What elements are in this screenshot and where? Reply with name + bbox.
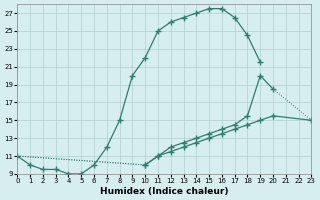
X-axis label: Humidex (Indice chaleur): Humidex (Indice chaleur) bbox=[100, 187, 228, 196]
